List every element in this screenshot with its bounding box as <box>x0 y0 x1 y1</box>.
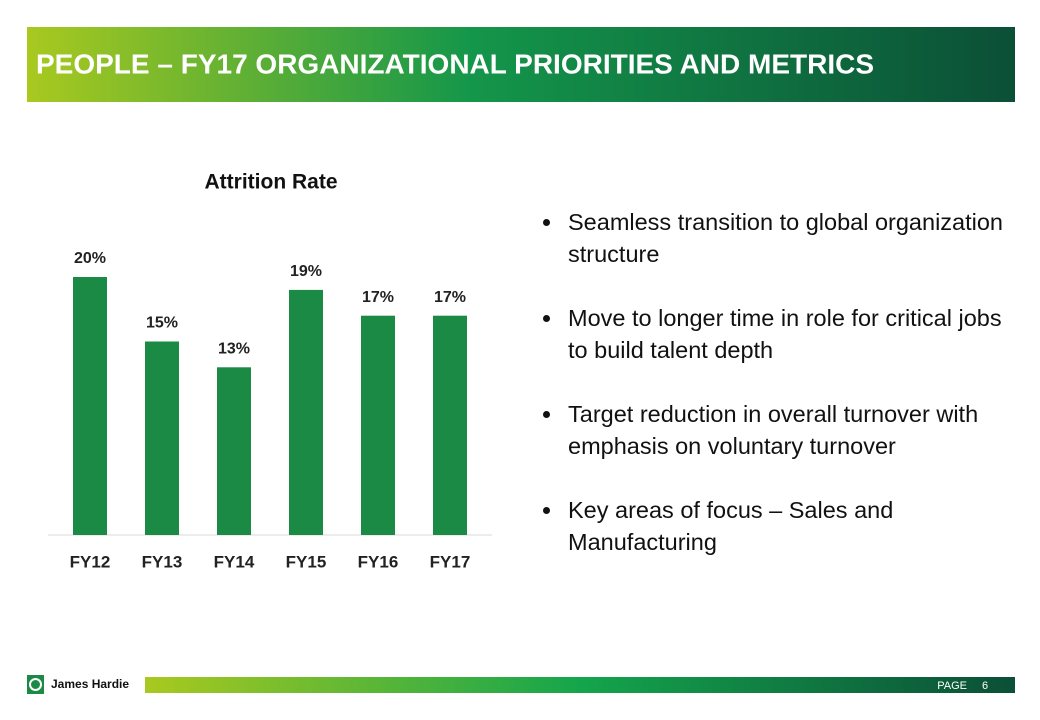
bar <box>289 289 323 535</box>
bar <box>433 315 467 535</box>
page-number: 6 <box>982 680 988 692</box>
bullet: Key areas of focus – Sales and Manufactu… <box>564 494 1012 558</box>
bullet: Move to longer time in role for critical… <box>564 302 1012 366</box>
bar <box>145 341 179 535</box>
value-label: 19% <box>290 263 322 280</box>
page-label: PAGE <box>937 680 967 692</box>
header-bar <box>27 27 1015 102</box>
bullet: Target reduction in overall turnover wit… <box>564 398 1012 462</box>
chart-title: Attrition Rate <box>205 171 338 194</box>
value-label: 15% <box>146 315 178 332</box>
x-tick-label: FY15 <box>286 552 327 571</box>
bar <box>361 315 395 535</box>
bar <box>73 277 107 535</box>
x-tick-label: FY13 <box>142 552 183 571</box>
x-tick-label: FY16 <box>358 552 399 571</box>
bar <box>217 367 251 535</box>
value-label: 13% <box>218 341 250 358</box>
value-label: 17% <box>434 289 466 306</box>
value-label: 17% <box>362 289 394 306</box>
x-tick-label: FY17 <box>430 552 471 571</box>
logo-swirl <box>29 678 42 691</box>
footer-bar <box>145 677 1015 693</box>
company-name: James Hardie <box>51 677 129 691</box>
bullet-list: Seamless transition to global organizati… <box>532 206 1012 590</box>
x-tick-label: FY12 <box>70 552 111 571</box>
header-title: PEOPLE – FY17 ORGANIZATIONAL PRIORITIES … <box>36 48 874 79</box>
bullet: Seamless transition to global organizati… <box>564 206 1012 270</box>
x-tick-label: FY14 <box>214 552 255 571</box>
value-label: 20% <box>74 250 106 267</box>
